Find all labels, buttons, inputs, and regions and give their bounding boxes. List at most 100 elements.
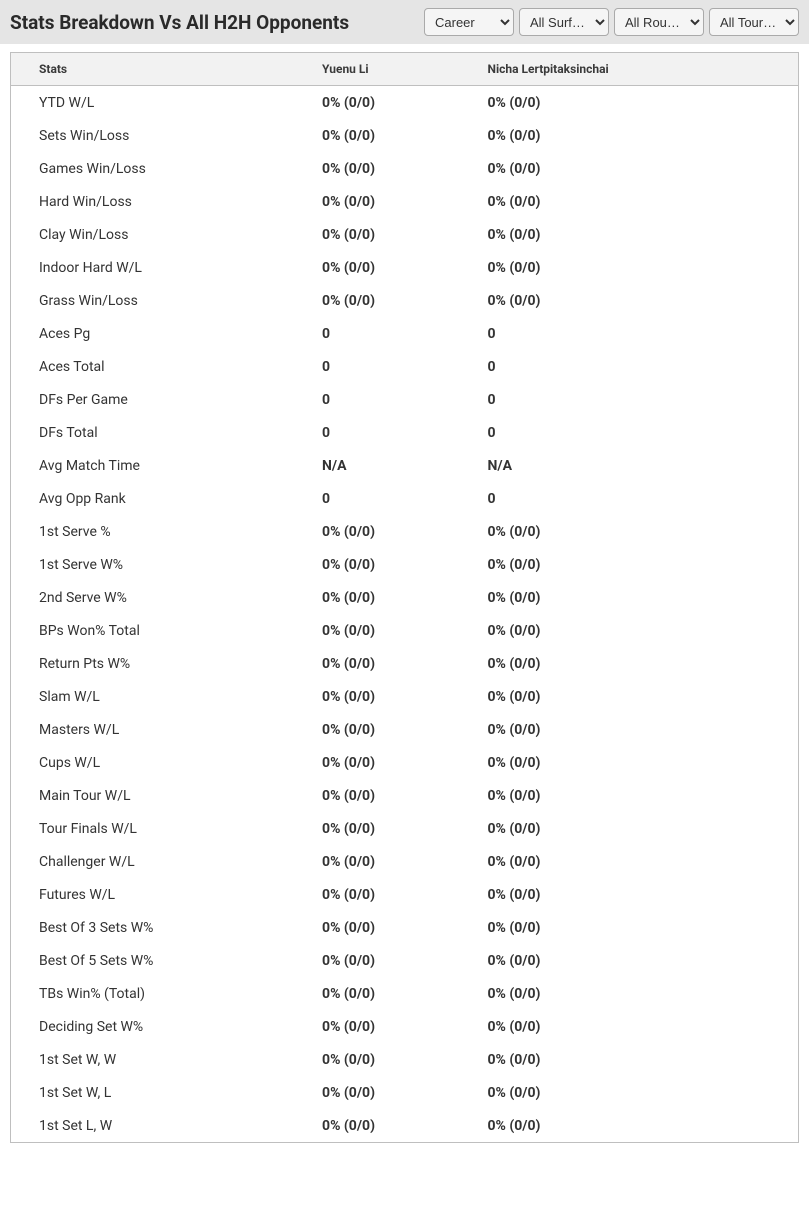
stat-player2-value: 0% (0/0) bbox=[468, 713, 799, 746]
table-row: Cups W/L0% (0/0)0% (0/0) bbox=[11, 746, 799, 779]
stat-player1-value: 0 bbox=[302, 383, 467, 416]
stat-player1-value: 0% (0/0) bbox=[302, 812, 467, 845]
table-row: Aces Pg00 bbox=[11, 317, 799, 350]
stat-player2-value: 0% (0/0) bbox=[468, 152, 799, 185]
table-row: Games Win/Loss0% (0/0)0% (0/0) bbox=[11, 152, 799, 185]
table-row: Avg Match TimeN/AN/A bbox=[11, 449, 799, 482]
stat-player2-value: 0% (0/0) bbox=[468, 944, 799, 977]
table-row: Main Tour W/L0% (0/0)0% (0/0) bbox=[11, 779, 799, 812]
stat-player2-value: 0% (0/0) bbox=[468, 548, 799, 581]
table-row: 1st Set W, W0% (0/0)0% (0/0) bbox=[11, 1043, 799, 1076]
stat-player1-value: 0% (0/0) bbox=[302, 647, 467, 680]
stat-label: Hard Win/Loss bbox=[11, 185, 303, 218]
stat-player2-value: 0% (0/0) bbox=[468, 1043, 799, 1076]
stat-player2-value: 0% (0/0) bbox=[468, 86, 799, 120]
stat-player1-value: 0% (0/0) bbox=[302, 581, 467, 614]
stat-label: Best Of 3 Sets W% bbox=[11, 911, 303, 944]
table-row: Best Of 5 Sets W%0% (0/0)0% (0/0) bbox=[11, 944, 799, 977]
stat-player2-value: 0 bbox=[468, 350, 799, 383]
filter-career-select[interactable]: Career bbox=[424, 8, 514, 36]
col-header-stats: Stats bbox=[11, 53, 303, 86]
stat-player1-value: 0 bbox=[302, 317, 467, 350]
stat-player1-value: 0% (0/0) bbox=[302, 1010, 467, 1043]
stats-table: Stats Yuenu Li Nicha Lertpitaksinchai YT… bbox=[10, 52, 799, 1143]
stat-label: Tour Finals W/L bbox=[11, 812, 303, 845]
stat-player1-value: 0% (0/0) bbox=[302, 152, 467, 185]
stat-player2-value: 0% (0/0) bbox=[468, 515, 799, 548]
stat-label: TBs Win% (Total) bbox=[11, 977, 303, 1010]
table-row: BPs Won% Total0% (0/0)0% (0/0) bbox=[11, 614, 799, 647]
stat-player1-value: 0% (0/0) bbox=[302, 746, 467, 779]
table-row: 1st Serve %0% (0/0)0% (0/0) bbox=[11, 515, 799, 548]
stat-player1-value: 0% (0/0) bbox=[302, 515, 467, 548]
stat-player2-value: 0% (0/0) bbox=[468, 119, 799, 152]
stat-player1-value: 0 bbox=[302, 350, 467, 383]
table-row: Tour Finals W/L0% (0/0)0% (0/0) bbox=[11, 812, 799, 845]
stat-player2-value: 0 bbox=[468, 482, 799, 515]
table-row: YTD W/L0% (0/0)0% (0/0) bbox=[11, 86, 799, 120]
stat-player1-value: 0 bbox=[302, 482, 467, 515]
stat-player1-value: 0% (0/0) bbox=[302, 680, 467, 713]
stat-label: Masters W/L bbox=[11, 713, 303, 746]
table-row: Slam W/L0% (0/0)0% (0/0) bbox=[11, 680, 799, 713]
col-header-player2: Nicha Lertpitaksinchai bbox=[468, 53, 799, 86]
stat-label: Aces Pg bbox=[11, 317, 303, 350]
stat-player2-value: 0% (0/0) bbox=[468, 845, 799, 878]
table-row: Best Of 3 Sets W%0% (0/0)0% (0/0) bbox=[11, 911, 799, 944]
stat-player1-value: 0% (0/0) bbox=[302, 1043, 467, 1076]
stat-label: Indoor Hard W/L bbox=[11, 251, 303, 284]
table-row: Aces Total00 bbox=[11, 350, 799, 383]
stat-player1-value: 0% (0/0) bbox=[302, 548, 467, 581]
table-row: Futures W/L0% (0/0)0% (0/0) bbox=[11, 878, 799, 911]
table-row: Masters W/L0% (0/0)0% (0/0) bbox=[11, 713, 799, 746]
stat-player2-value: 0 bbox=[468, 317, 799, 350]
stat-player1-value: 0% (0/0) bbox=[302, 284, 467, 317]
stat-player2-value: 0% (0/0) bbox=[468, 680, 799, 713]
table-row: Return Pts W%0% (0/0)0% (0/0) bbox=[11, 647, 799, 680]
table-row: Hard Win/Loss0% (0/0)0% (0/0) bbox=[11, 185, 799, 218]
col-header-player1: Yuenu Li bbox=[302, 53, 467, 86]
table-row: Challenger W/L0% (0/0)0% (0/0) bbox=[11, 845, 799, 878]
stat-label: Games Win/Loss bbox=[11, 152, 303, 185]
stat-player2-value: 0% (0/0) bbox=[468, 1109, 799, 1143]
stat-label: DFs Per Game bbox=[11, 383, 303, 416]
table-row: 1st Set W, L0% (0/0)0% (0/0) bbox=[11, 1076, 799, 1109]
table-row: DFs Total00 bbox=[11, 416, 799, 449]
stat-label: Return Pts W% bbox=[11, 647, 303, 680]
table-row: Avg Opp Rank00 bbox=[11, 482, 799, 515]
stat-label: Best Of 5 Sets W% bbox=[11, 944, 303, 977]
stat-label: Futures W/L bbox=[11, 878, 303, 911]
stat-label: Challenger W/L bbox=[11, 845, 303, 878]
filter-surface-select[interactable]: All Surf… bbox=[519, 8, 609, 36]
table-wrapper: Stats Yuenu Li Nicha Lertpitaksinchai YT… bbox=[0, 44, 809, 1143]
stat-player2-value: 0% (0/0) bbox=[468, 1010, 799, 1043]
page-title: Stats Breakdown Vs All H2H Opponents bbox=[10, 11, 349, 34]
stat-player1-value: 0% (0/0) bbox=[302, 86, 467, 120]
stat-player2-value: 0% (0/0) bbox=[468, 647, 799, 680]
table-row: Clay Win/Loss0% (0/0)0% (0/0) bbox=[11, 218, 799, 251]
stat-player1-value: 0% (0/0) bbox=[302, 119, 467, 152]
table-row: Grass Win/Loss0% (0/0)0% (0/0) bbox=[11, 284, 799, 317]
stat-player2-value: 0% (0/0) bbox=[468, 218, 799, 251]
table-row: TBs Win% (Total)0% (0/0)0% (0/0) bbox=[11, 977, 799, 1010]
stat-player2-value: 0% (0/0) bbox=[468, 251, 799, 284]
stat-player2-value: 0% (0/0) bbox=[468, 779, 799, 812]
stat-player1-value: 0% (0/0) bbox=[302, 614, 467, 647]
stat-player1-value: 0% (0/0) bbox=[302, 185, 467, 218]
filter-round-select[interactable]: All Rou… bbox=[614, 8, 704, 36]
stat-player1-value: 0% (0/0) bbox=[302, 779, 467, 812]
table-row: 1st Set L, W0% (0/0)0% (0/0) bbox=[11, 1109, 799, 1143]
stat-player2-value: 0% (0/0) bbox=[468, 284, 799, 317]
header-bar: Stats Breakdown Vs All H2H Opponents Car… bbox=[0, 0, 809, 44]
stat-player2-value: 0% (0/0) bbox=[468, 911, 799, 944]
stat-label: 1st Set W, L bbox=[11, 1076, 303, 1109]
stat-label: Clay Win/Loss bbox=[11, 218, 303, 251]
stat-label: Slam W/L bbox=[11, 680, 303, 713]
stat-player1-value: 0% (0/0) bbox=[302, 944, 467, 977]
stat-label: 1st Serve % bbox=[11, 515, 303, 548]
stat-player2-value: 0% (0/0) bbox=[468, 746, 799, 779]
stat-player1-value: 0% (0/0) bbox=[302, 218, 467, 251]
filter-tour-select[interactable]: All Tour… bbox=[709, 8, 799, 36]
stat-player2-value: 0 bbox=[468, 416, 799, 449]
stat-player1-value: 0% (0/0) bbox=[302, 878, 467, 911]
